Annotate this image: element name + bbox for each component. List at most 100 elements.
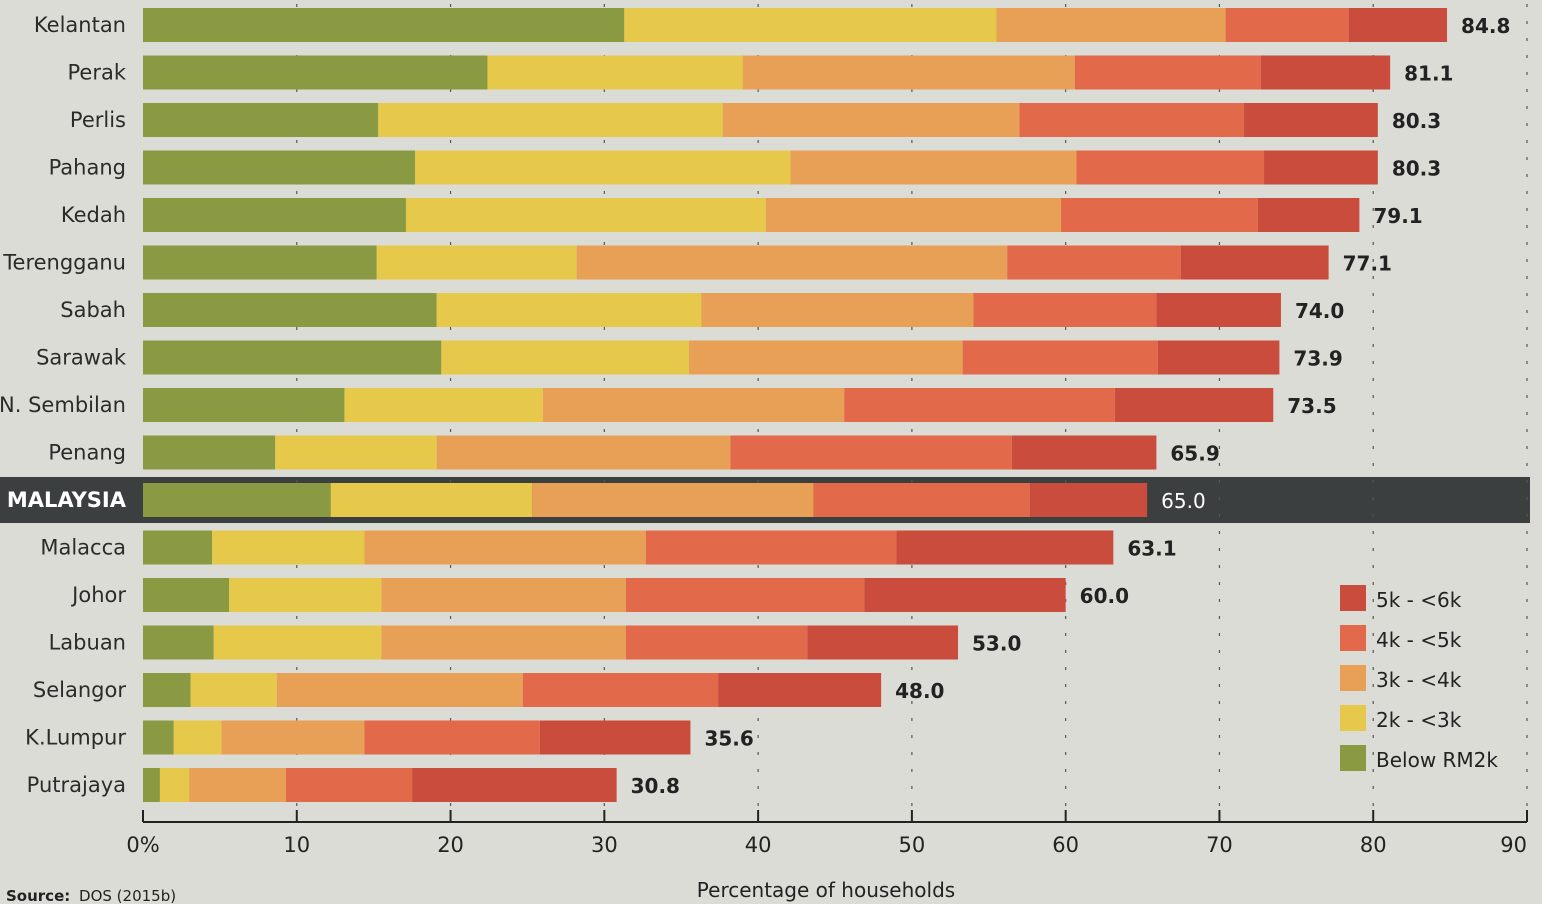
total-label: 63.1 bbox=[1127, 537, 1176, 561]
bar-segment-3k-4k-pahang bbox=[790, 150, 1077, 185]
legend-swatch-2k-3k bbox=[1340, 705, 1366, 731]
bar-segment-3k-4k-penang bbox=[436, 435, 731, 470]
bar-segment-5k-6k-k-lumpur bbox=[539, 720, 691, 755]
bar-segment-5k-6k-kedah bbox=[1257, 198, 1360, 232]
bar-segment-5k-6k-pahang bbox=[1264, 150, 1378, 185]
bar-segment-3k-4k-terengganu bbox=[576, 245, 1008, 280]
bar-segment-2k-3k-selangor bbox=[190, 673, 277, 707]
x-tick-label: 70 bbox=[1206, 833, 1233, 857]
bar-segment-below-rm2k-terengganu bbox=[143, 245, 377, 280]
legend-swatch-3k-4k bbox=[1340, 665, 1366, 691]
bar-segment-4k-5k-penang bbox=[730, 435, 1012, 470]
category-label: Malacca bbox=[40, 536, 126, 560]
bar-segment-below-rm2k-selangor bbox=[143, 673, 191, 707]
category-label: K.Lumpur bbox=[25, 726, 126, 750]
bar-segment-2k-3k-johor bbox=[229, 578, 382, 612]
bar-segment-below-rm2k-sarawak bbox=[143, 340, 442, 375]
category-label: Selangor bbox=[33, 678, 126, 702]
legend-label: 2k - <3k bbox=[1376, 708, 1462, 732]
bar-segment-below-rm2k-k-lumpur bbox=[143, 720, 174, 755]
category-label: Sabah bbox=[60, 298, 126, 322]
x-tick-label: 40 bbox=[745, 833, 772, 857]
bar-segment-2k-3k-terengganu bbox=[376, 245, 577, 280]
bar-segment-4k-5k-malacca bbox=[645, 530, 897, 565]
legend: 5k - <6k 4k - <5k 3k - <4k 2k - <3k Below RM… bbox=[1340, 585, 1498, 772]
total-label: 84.8 bbox=[1461, 14, 1510, 38]
bar-segment-below-rm2k-kedah bbox=[143, 198, 406, 232]
total-label: 60.0 bbox=[1080, 584, 1129, 608]
bar-segment-5k-6k-sarawak bbox=[1157, 340, 1280, 375]
bar-segment-5k-6k-labuan bbox=[807, 625, 959, 660]
bar-segment-3k-4k-perlis bbox=[722, 103, 1020, 137]
total-label: 73.9 bbox=[1293, 347, 1342, 371]
bar-segment-2k-3k-k-lumpur bbox=[173, 720, 222, 755]
bar-segment-3k-4k-malacca bbox=[364, 530, 646, 565]
bar-segment-4k-5k-pahang bbox=[1076, 150, 1265, 185]
total-labels: 84.8 81.1 80.3 80.3 79.1 77.1 74.0 73.9 73.5 65.9… bbox=[631, 14, 1511, 798]
bar-segment-5k-6k-selangor bbox=[718, 673, 882, 707]
bar-segment-4k-5k-perlis bbox=[1019, 103, 1245, 137]
bar-segment-3k-4k-kelantan bbox=[996, 8, 1226, 42]
bar-segment-below-rm2k-johor bbox=[143, 578, 230, 612]
bar-segment-below-rm2k-pahang bbox=[143, 150, 416, 185]
bar-segment-4k-5k-k-lumpur bbox=[364, 720, 540, 755]
bar-segment-4k-5k-kedah bbox=[1061, 198, 1258, 232]
legend-label: Below RM2k bbox=[1376, 748, 1498, 772]
x-tick-label: 20 bbox=[437, 833, 464, 857]
bar-segment-5k-6k-putrajaya bbox=[412, 768, 617, 802]
bar-segment-4k-5k-sabah bbox=[973, 293, 1157, 327]
bar-segment-below-rm2k-kelantan bbox=[143, 8, 625, 42]
total-label: 81.1 bbox=[1404, 62, 1453, 86]
bar-segment-4k-5k-perak bbox=[1074, 55, 1261, 90]
bar-segment-below-rm2k-penang bbox=[143, 435, 276, 470]
bar-segment-2k-3k-n-sembilan bbox=[344, 388, 543, 422]
total-label: 73.5 bbox=[1287, 394, 1336, 418]
legend-label: 3k - <4k bbox=[1376, 668, 1462, 692]
bar-segment-4k-5k-selangor bbox=[522, 673, 719, 707]
bar-segment-5k-6k-malaysia bbox=[1030, 483, 1148, 517]
bar-segment-5k-6k-terengganu bbox=[1181, 245, 1329, 280]
x-tick-label: 10 bbox=[283, 833, 310, 857]
category-labels: Kelantan Perak Perlis Pahang Kedah Terengganu… bbox=[0, 13, 127, 797]
x-tick-label: 50 bbox=[899, 833, 926, 857]
legend-swatch-4k-5k bbox=[1340, 625, 1366, 651]
bar-segment-2k-3k-malaysia bbox=[330, 483, 533, 517]
x-tick-label: 0% bbox=[126, 833, 159, 857]
x-axis-title: Percentage of households bbox=[697, 878, 955, 902]
bar-segment-4k-5k-n-sembilan bbox=[844, 388, 1115, 422]
bar-segment-below-rm2k-putrajaya bbox=[143, 768, 160, 802]
bar-segment-3k-4k-n-sembilan bbox=[542, 388, 845, 422]
category-label: Putrajaya bbox=[27, 773, 126, 797]
x-tick-label: 30 bbox=[591, 833, 618, 857]
legend-label: 5k - <6k bbox=[1376, 588, 1462, 612]
total-label: 65.9 bbox=[1170, 442, 1219, 466]
category-label: MALAYSIA bbox=[7, 488, 127, 512]
bar-segment-4k-5k-putrajaya bbox=[286, 768, 413, 802]
category-label: Penang bbox=[48, 441, 126, 465]
bar-segment-2k-3k-putrajaya bbox=[159, 768, 190, 802]
total-label: 77.1 bbox=[1343, 252, 1392, 276]
bar-segment-3k-4k-perak bbox=[742, 55, 1075, 90]
total-label: 80.3 bbox=[1392, 109, 1441, 133]
legend-label: 4k - <5k bbox=[1376, 628, 1462, 652]
category-label: Kelantan bbox=[34, 13, 126, 37]
category-label: Kedah bbox=[61, 203, 126, 227]
total-label: 48.0 bbox=[895, 679, 944, 703]
bar-segment-3k-4k-selangor bbox=[276, 673, 523, 707]
source-note: Source: DOS (2015b) bbox=[6, 887, 176, 904]
category-label: Sarawak bbox=[36, 346, 127, 370]
bar-segment-5k-6k-malacca bbox=[896, 530, 1114, 565]
bar-segment-2k-3k-penang bbox=[275, 435, 437, 470]
bar-segment-3k-4k-johor bbox=[381, 578, 626, 612]
bar-segment-3k-4k-putrajaya bbox=[189, 768, 287, 802]
legend-swatch-5k-6k bbox=[1340, 585, 1366, 611]
bar-segment-2k-3k-kedah bbox=[405, 198, 766, 232]
bar-segment-5k-6k-kelantan bbox=[1348, 8, 1448, 42]
bar-segment-5k-6k-johor bbox=[864, 578, 1066, 612]
x-tick-label: 80 bbox=[1360, 833, 1387, 857]
bar-segment-below-rm2k-perak bbox=[143, 55, 488, 90]
bar-segment-below-rm2k-malaysia bbox=[143, 483, 331, 517]
bar-segment-below-rm2k-labuan bbox=[143, 625, 214, 660]
legend-swatch-below-rm2k bbox=[1340, 745, 1366, 771]
